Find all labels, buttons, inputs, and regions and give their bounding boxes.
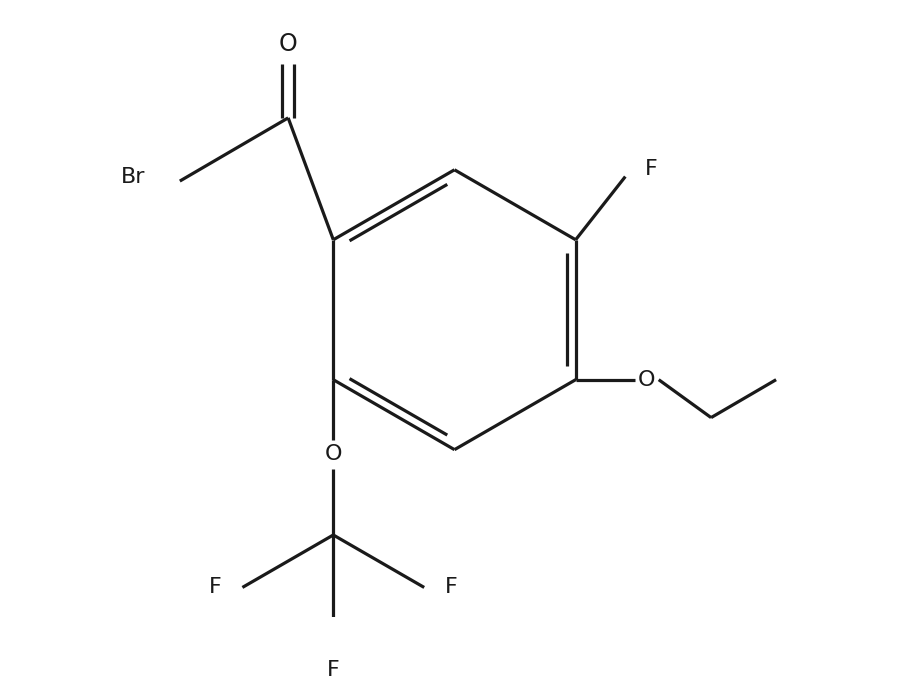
Text: F: F bbox=[645, 160, 658, 179]
Text: F: F bbox=[445, 577, 458, 598]
Text: O: O bbox=[279, 32, 297, 56]
Text: O: O bbox=[637, 370, 655, 389]
Text: O: O bbox=[325, 443, 342, 464]
Text: F: F bbox=[209, 577, 221, 598]
Text: Br: Br bbox=[121, 166, 146, 187]
Text: F: F bbox=[327, 660, 340, 676]
